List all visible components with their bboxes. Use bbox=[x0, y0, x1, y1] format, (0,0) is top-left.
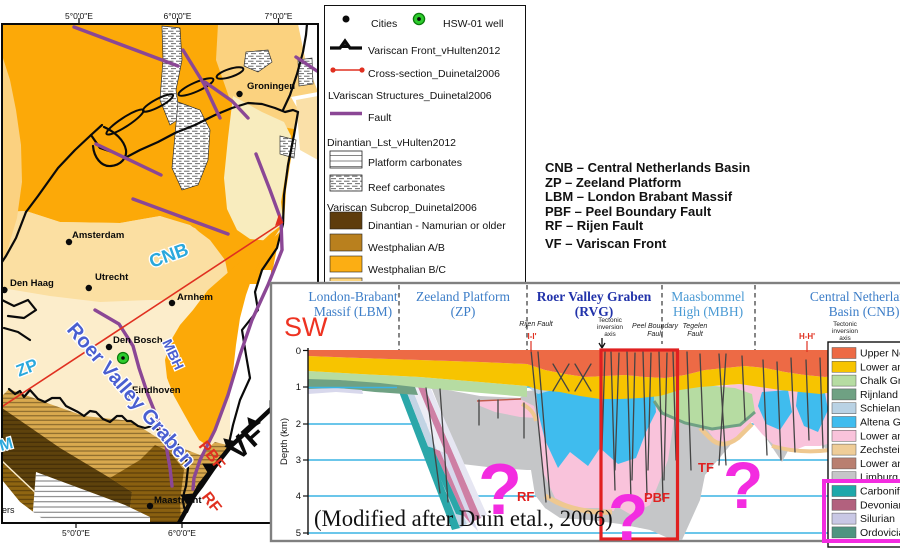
svg-text:Fault: Fault bbox=[647, 331, 664, 338]
svg-text:Den Haag: Den Haag bbox=[10, 278, 54, 289]
svg-text:Tectonic: Tectonic bbox=[598, 317, 623, 324]
svg-text:Arnhem: Arnhem bbox=[177, 292, 213, 303]
svg-text:Devonian: Devonian bbox=[860, 499, 900, 511]
svg-text:Zechstein G: Zechstein G bbox=[860, 444, 900, 456]
svg-text:6°0'0"E: 6°0'0"E bbox=[164, 11, 192, 21]
svg-text:Eindhoven: Eindhoven bbox=[132, 385, 181, 396]
svg-text:SW: SW bbox=[284, 312, 328, 342]
svg-text:I-I': I-I' bbox=[527, 332, 536, 341]
svg-text:Central Netherlands: Central Netherlands bbox=[810, 289, 900, 304]
svg-text:Maastricht: Maastricht bbox=[154, 495, 202, 506]
svg-text:0: 0 bbox=[296, 346, 301, 357]
svg-text:Silurian: Silurian bbox=[860, 513, 895, 525]
svg-text:Ordovician: Ordovician bbox=[860, 527, 900, 539]
svg-text:?: ? bbox=[478, 450, 522, 530]
svg-text:Peel Boundary: Peel Boundary bbox=[632, 323, 678, 330]
svg-text:Fault: Fault bbox=[687, 331, 704, 338]
svg-text:Groningen: Groningen bbox=[247, 81, 295, 92]
svg-text:Amsterdam: Amsterdam bbox=[72, 230, 124, 241]
svg-text:High (MBH): High (MBH) bbox=[673, 304, 743, 319]
svg-text:7°0'0"E: 7°0'0"E bbox=[265, 11, 293, 21]
svg-text:5°0'0"E: 5°0'0"E bbox=[65, 11, 93, 21]
svg-text:Tegelen: Tegelen bbox=[683, 323, 708, 330]
svg-text:axis: axis bbox=[839, 335, 851, 342]
svg-text:3: 3 bbox=[296, 455, 301, 466]
svg-text:Chalk Group: Chalk Group bbox=[860, 375, 900, 387]
svg-text:RF: RF bbox=[517, 489, 534, 504]
svg-text:(ZP): (ZP) bbox=[451, 304, 476, 319]
svg-text:Schieland, S: Schieland, S bbox=[860, 403, 900, 415]
svg-text:TF: TF bbox=[698, 460, 714, 475]
svg-text:(Modified after Duin etal., 20: (Modified after Duin etal., 2006) bbox=[314, 506, 613, 531]
svg-text:axis: axis bbox=[604, 331, 616, 338]
svg-text:Carbonifero: Carbonifero bbox=[860, 486, 900, 498]
svg-text:6°0'0"E: 6°0'0"E bbox=[168, 528, 196, 538]
svg-text:Lower and M: Lower and M bbox=[860, 361, 900, 373]
svg-text:inversion: inversion bbox=[597, 324, 623, 331]
svg-text:4: 4 bbox=[296, 491, 301, 502]
svg-text:Massif (LBM): Massif (LBM) bbox=[314, 304, 392, 319]
svg-text:Lower and U: Lower and U bbox=[860, 430, 900, 442]
svg-text:1: 1 bbox=[296, 382, 301, 393]
svg-text:Rijnland Gro: Rijnland Gro bbox=[860, 389, 900, 401]
svg-text:Depth (km): Depth (km) bbox=[279, 418, 290, 465]
svg-text:Rijen Fault: Rijen Fault bbox=[519, 321, 554, 328]
svg-text:Maasbommel: Maasbommel bbox=[671, 289, 745, 304]
svg-text:London-Brabant: London-Brabant bbox=[308, 289, 397, 304]
svg-text:5°0'0"E: 5°0'0"E bbox=[62, 528, 90, 538]
svg-text:PBF: PBF bbox=[644, 490, 670, 505]
svg-text:Basin (CNB): Basin (CNB) bbox=[829, 304, 900, 319]
svg-text:Upper North S: Upper North S bbox=[860, 348, 900, 360]
svg-text:inversion: inversion bbox=[832, 328, 858, 335]
svg-text:Utrecht: Utrecht bbox=[95, 272, 129, 283]
svg-text:Den Bosch: Den Bosch bbox=[113, 335, 163, 346]
svg-text:Tectonic: Tectonic bbox=[833, 321, 858, 328]
svg-text:Altena Grou: Altena Grou bbox=[860, 417, 900, 429]
svg-text:?: ? bbox=[723, 448, 763, 522]
svg-text:Roer Valley Graben: Roer Valley Graben bbox=[537, 289, 652, 304]
svg-text:H-H': H-H' bbox=[799, 332, 815, 341]
svg-text:2: 2 bbox=[296, 419, 301, 430]
svg-text:(RVG): (RVG) bbox=[575, 304, 614, 319]
svg-text:Lower and U: Lower and U bbox=[860, 458, 900, 470]
svg-text:Zeeland Platform: Zeeland Platform bbox=[416, 289, 511, 304]
svg-text:?: ? bbox=[608, 480, 648, 553]
svg-text:5: 5 bbox=[296, 528, 301, 539]
svg-text:ers: ers bbox=[2, 505, 15, 515]
